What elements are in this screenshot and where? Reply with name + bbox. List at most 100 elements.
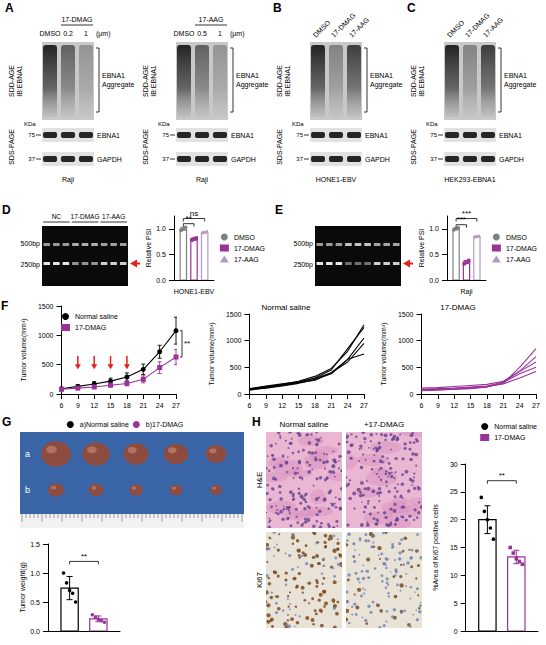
svg-text:EBNA1: EBNA1 xyxy=(499,132,522,139)
svg-text:1000: 1000 xyxy=(38,332,54,339)
svg-text:Normal saline: Normal saline xyxy=(280,420,329,429)
svg-text:Tumor volume(mm³): Tumor volume(mm³) xyxy=(380,322,388,385)
svg-text:E: E xyxy=(275,203,283,217)
svg-text:24: 24 xyxy=(516,402,524,409)
svg-text:17-DMAG: 17-DMAG xyxy=(494,434,525,441)
svg-text:B: B xyxy=(273,1,282,15)
svg-text:+17-DMAG: +17-DMAG xyxy=(364,420,404,429)
svg-text:H: H xyxy=(252,415,261,429)
svg-text:75: 75 xyxy=(28,132,35,138)
svg-text:GAPDH: GAPDH xyxy=(499,156,524,163)
svg-text:500bp: 500bp xyxy=(294,240,314,248)
svg-text:1.0: 1.0 xyxy=(156,225,166,232)
svg-text:21: 21 xyxy=(499,402,507,409)
svg-text:0.0: 0.0 xyxy=(429,277,439,284)
svg-text:Relative PSI: Relative PSI xyxy=(145,229,152,268)
svg-text:DMSO: DMSO xyxy=(312,19,332,39)
svg-text:SDD-AGE: SDD-AGE xyxy=(410,65,417,97)
svg-text:EBNA1: EBNA1 xyxy=(236,72,259,79)
svg-text:5: 5 xyxy=(454,600,458,607)
svg-text:EBNA1: EBNA1 xyxy=(97,132,120,139)
svg-text:21: 21 xyxy=(327,402,335,409)
svg-text:15: 15 xyxy=(450,544,458,551)
svg-text:15: 15 xyxy=(295,402,303,409)
svg-text:DMSO: DMSO xyxy=(40,30,62,37)
svg-text:KDa: KDa xyxy=(158,121,170,127)
svg-text:10: 10 xyxy=(450,572,458,579)
svg-text:1000: 1000 xyxy=(226,337,242,344)
svg-text:0.5: 0.5 xyxy=(156,251,166,258)
svg-text:17-AAG: 17-AAG xyxy=(348,16,371,39)
svg-text:KDa: KDa xyxy=(426,121,438,127)
svg-text:SDD-AGE: SDD-AGE xyxy=(142,65,149,97)
svg-text:EBNA1: EBNA1 xyxy=(231,132,254,139)
svg-text:1500: 1500 xyxy=(38,303,54,310)
svg-text:1: 1 xyxy=(218,30,222,37)
svg-text:0.0: 0.0 xyxy=(30,628,40,635)
svg-text:SDD-AGE: SDD-AGE xyxy=(276,65,283,97)
svg-text:%Area of Ki67 positive cells: %Area of Ki67 positive cells xyxy=(432,504,440,591)
svg-text:Aggregate: Aggregate xyxy=(370,81,402,89)
svg-text:DMSO: DMSO xyxy=(174,30,196,37)
svg-text:IB:EBNA1: IB:EBNA1 xyxy=(16,65,23,97)
svg-text:75: 75 xyxy=(430,132,437,138)
svg-text:15: 15 xyxy=(467,402,475,409)
svg-text:A: A xyxy=(5,1,14,15)
svg-text:0: 0 xyxy=(238,391,242,398)
svg-text:IB:EBNA1: IB:EBNA1 xyxy=(284,65,291,97)
svg-text:75: 75 xyxy=(162,132,169,138)
svg-text:Tumor volume(mm³): Tumor volume(mm³) xyxy=(20,318,28,381)
svg-text:KDa: KDa xyxy=(24,121,36,127)
svg-text:1: 1 xyxy=(84,30,88,37)
svg-text:1.5: 1.5 xyxy=(30,541,40,548)
svg-text:HONE1-EBV: HONE1-EBV xyxy=(174,288,215,295)
svg-text:SDS-PAGE: SDS-PAGE xyxy=(142,129,149,165)
svg-text:GAPDH: GAPDH xyxy=(231,156,256,163)
svg-text:37: 37 xyxy=(296,156,303,162)
svg-text:Normal saline: Normal saline xyxy=(75,313,118,320)
svg-text:DMSO: DMSO xyxy=(446,19,466,39)
svg-text:Aggregate: Aggregate xyxy=(102,81,134,89)
svg-text:25: 25 xyxy=(450,488,458,495)
svg-text:17-DMAG: 17-DMAG xyxy=(440,303,476,312)
svg-text:17-DMAG: 17-DMAG xyxy=(75,324,106,331)
svg-text:**: ** xyxy=(499,471,505,480)
svg-text:9: 9 xyxy=(76,402,80,409)
svg-text:37: 37 xyxy=(28,156,35,162)
svg-text:24: 24 xyxy=(344,402,352,409)
svg-text:18: 18 xyxy=(311,402,319,409)
svg-text:17-AAG: 17-AAG xyxy=(234,256,259,263)
svg-text:27: 27 xyxy=(532,402,540,409)
svg-text:0.5: 0.5 xyxy=(429,251,439,258)
svg-text:17-AAG: 17-AAG xyxy=(199,16,224,23)
svg-text:GAPDH: GAPDH xyxy=(365,156,390,163)
svg-text:0.0: 0.0 xyxy=(156,277,166,284)
svg-text:1.0: 1.0 xyxy=(429,225,439,232)
svg-text:b: b xyxy=(25,485,30,495)
svg-text:KDa: KDa xyxy=(292,121,304,127)
svg-text:12: 12 xyxy=(90,402,98,409)
svg-text:Ki67: Ki67 xyxy=(255,571,264,588)
svg-text:15: 15 xyxy=(107,402,115,409)
svg-text:Normal saline: Normal saline xyxy=(262,303,311,312)
svg-text:20: 20 xyxy=(450,516,458,523)
svg-text:0: 0 xyxy=(454,628,458,635)
svg-text:Tumor volume(mm³): Tumor volume(mm³) xyxy=(208,322,216,385)
svg-text:***: *** xyxy=(462,209,471,218)
svg-text:500: 500 xyxy=(402,364,414,371)
svg-text:18: 18 xyxy=(483,402,491,409)
svg-text:12: 12 xyxy=(278,402,286,409)
svg-text:IB:EBNA1: IB:EBNA1 xyxy=(150,65,157,97)
svg-text:a)Normal saline: a)Normal saline xyxy=(80,421,129,429)
svg-text:Aggregate: Aggregate xyxy=(236,81,268,89)
svg-text:27: 27 xyxy=(172,402,180,409)
svg-text:Aggregate: Aggregate xyxy=(504,81,536,89)
svg-text:SDD-AGE: SDD-AGE xyxy=(8,65,15,97)
svg-text:SDS-PAGE: SDS-PAGE xyxy=(8,129,15,165)
svg-text:17-AAG: 17-AAG xyxy=(482,16,505,39)
svg-text:0: 0 xyxy=(410,391,414,398)
svg-text:17-AAG: 17-AAG xyxy=(102,213,125,220)
svg-text:Normal saline: Normal saline xyxy=(494,423,537,430)
svg-text:500: 500 xyxy=(42,361,54,368)
svg-text:**: ** xyxy=(81,552,87,561)
